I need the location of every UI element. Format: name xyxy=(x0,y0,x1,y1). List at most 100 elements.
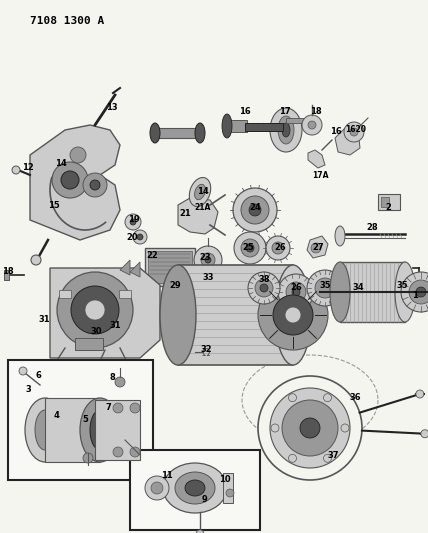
Ellipse shape xyxy=(195,123,205,143)
Circle shape xyxy=(273,295,313,335)
Text: 26: 26 xyxy=(274,244,286,253)
Circle shape xyxy=(246,244,254,252)
Circle shape xyxy=(409,280,428,304)
Bar xyxy=(223,473,233,503)
Circle shape xyxy=(324,394,332,402)
Text: 14: 14 xyxy=(197,188,209,197)
Circle shape xyxy=(286,282,306,302)
Ellipse shape xyxy=(90,410,110,450)
Text: 35: 35 xyxy=(396,280,408,289)
Text: 3: 3 xyxy=(25,385,31,394)
Bar xyxy=(245,123,283,131)
Circle shape xyxy=(266,236,290,260)
Polygon shape xyxy=(335,128,360,155)
Bar xyxy=(119,290,131,298)
Text: 31: 31 xyxy=(38,316,50,325)
Text: 34: 34 xyxy=(352,284,364,293)
Text: 25: 25 xyxy=(242,244,254,253)
Ellipse shape xyxy=(189,177,211,206)
Circle shape xyxy=(341,424,349,432)
Text: 11: 11 xyxy=(161,472,173,481)
Ellipse shape xyxy=(80,398,120,462)
Polygon shape xyxy=(178,198,218,234)
Polygon shape xyxy=(307,236,328,258)
Text: 16: 16 xyxy=(239,108,251,117)
Circle shape xyxy=(272,242,284,254)
Circle shape xyxy=(416,390,424,398)
Text: 23: 23 xyxy=(199,254,211,262)
Circle shape xyxy=(258,280,328,350)
Circle shape xyxy=(248,272,280,304)
Text: 38: 38 xyxy=(258,276,270,285)
Ellipse shape xyxy=(160,265,196,365)
Text: 21A: 21A xyxy=(195,203,211,212)
Circle shape xyxy=(270,388,350,468)
Text: 27: 27 xyxy=(312,244,324,253)
Text: 6: 6 xyxy=(35,370,41,379)
Text: 8: 8 xyxy=(109,374,115,383)
Text: 21: 21 xyxy=(179,208,191,217)
Bar xyxy=(378,194,400,210)
Text: 16: 16 xyxy=(330,127,342,136)
Ellipse shape xyxy=(195,184,205,200)
Bar xyxy=(59,290,71,298)
Text: 15: 15 xyxy=(48,200,60,209)
Circle shape xyxy=(288,394,297,402)
Text: 17: 17 xyxy=(279,108,291,117)
Ellipse shape xyxy=(35,410,55,450)
Circle shape xyxy=(205,257,211,263)
Circle shape xyxy=(258,376,362,480)
Text: 14: 14 xyxy=(55,159,67,168)
Circle shape xyxy=(52,162,88,198)
Text: 24: 24 xyxy=(249,204,261,213)
Ellipse shape xyxy=(25,398,65,462)
Circle shape xyxy=(31,255,41,265)
Bar xyxy=(286,118,316,123)
Circle shape xyxy=(241,239,259,257)
Circle shape xyxy=(83,173,107,197)
Circle shape xyxy=(401,272,428,312)
Bar xyxy=(148,251,192,283)
Circle shape xyxy=(282,400,338,456)
Circle shape xyxy=(315,278,335,298)
Bar xyxy=(75,338,103,350)
Text: 37: 37 xyxy=(327,450,339,459)
Circle shape xyxy=(19,367,27,375)
Circle shape xyxy=(350,128,358,136)
Ellipse shape xyxy=(175,472,215,504)
Circle shape xyxy=(113,403,123,413)
Circle shape xyxy=(226,489,234,497)
Polygon shape xyxy=(50,268,160,358)
Text: 1: 1 xyxy=(412,290,418,300)
Circle shape xyxy=(90,180,100,190)
Text: 17A: 17A xyxy=(312,171,328,180)
Text: 13: 13 xyxy=(106,102,118,111)
Circle shape xyxy=(271,424,279,432)
Text: 33: 33 xyxy=(202,273,214,282)
Circle shape xyxy=(421,430,428,438)
Text: 1620: 1620 xyxy=(345,125,366,134)
Circle shape xyxy=(201,253,215,267)
Circle shape xyxy=(307,270,343,306)
Circle shape xyxy=(137,234,143,240)
Circle shape xyxy=(194,246,222,274)
Text: 26: 26 xyxy=(290,284,302,293)
Ellipse shape xyxy=(150,123,160,143)
Circle shape xyxy=(308,121,316,129)
Ellipse shape xyxy=(185,480,205,496)
Polygon shape xyxy=(30,125,120,240)
Ellipse shape xyxy=(275,265,311,365)
Text: 7: 7 xyxy=(105,403,111,413)
Circle shape xyxy=(70,147,86,163)
Circle shape xyxy=(233,188,277,232)
Bar xyxy=(381,197,389,207)
Ellipse shape xyxy=(282,123,290,137)
Circle shape xyxy=(234,232,266,264)
Circle shape xyxy=(57,272,133,348)
Text: 30: 30 xyxy=(90,327,102,336)
Circle shape xyxy=(300,418,320,438)
Bar xyxy=(145,248,195,286)
Text: 19: 19 xyxy=(128,215,140,224)
Bar xyxy=(155,128,200,138)
Circle shape xyxy=(285,307,301,323)
